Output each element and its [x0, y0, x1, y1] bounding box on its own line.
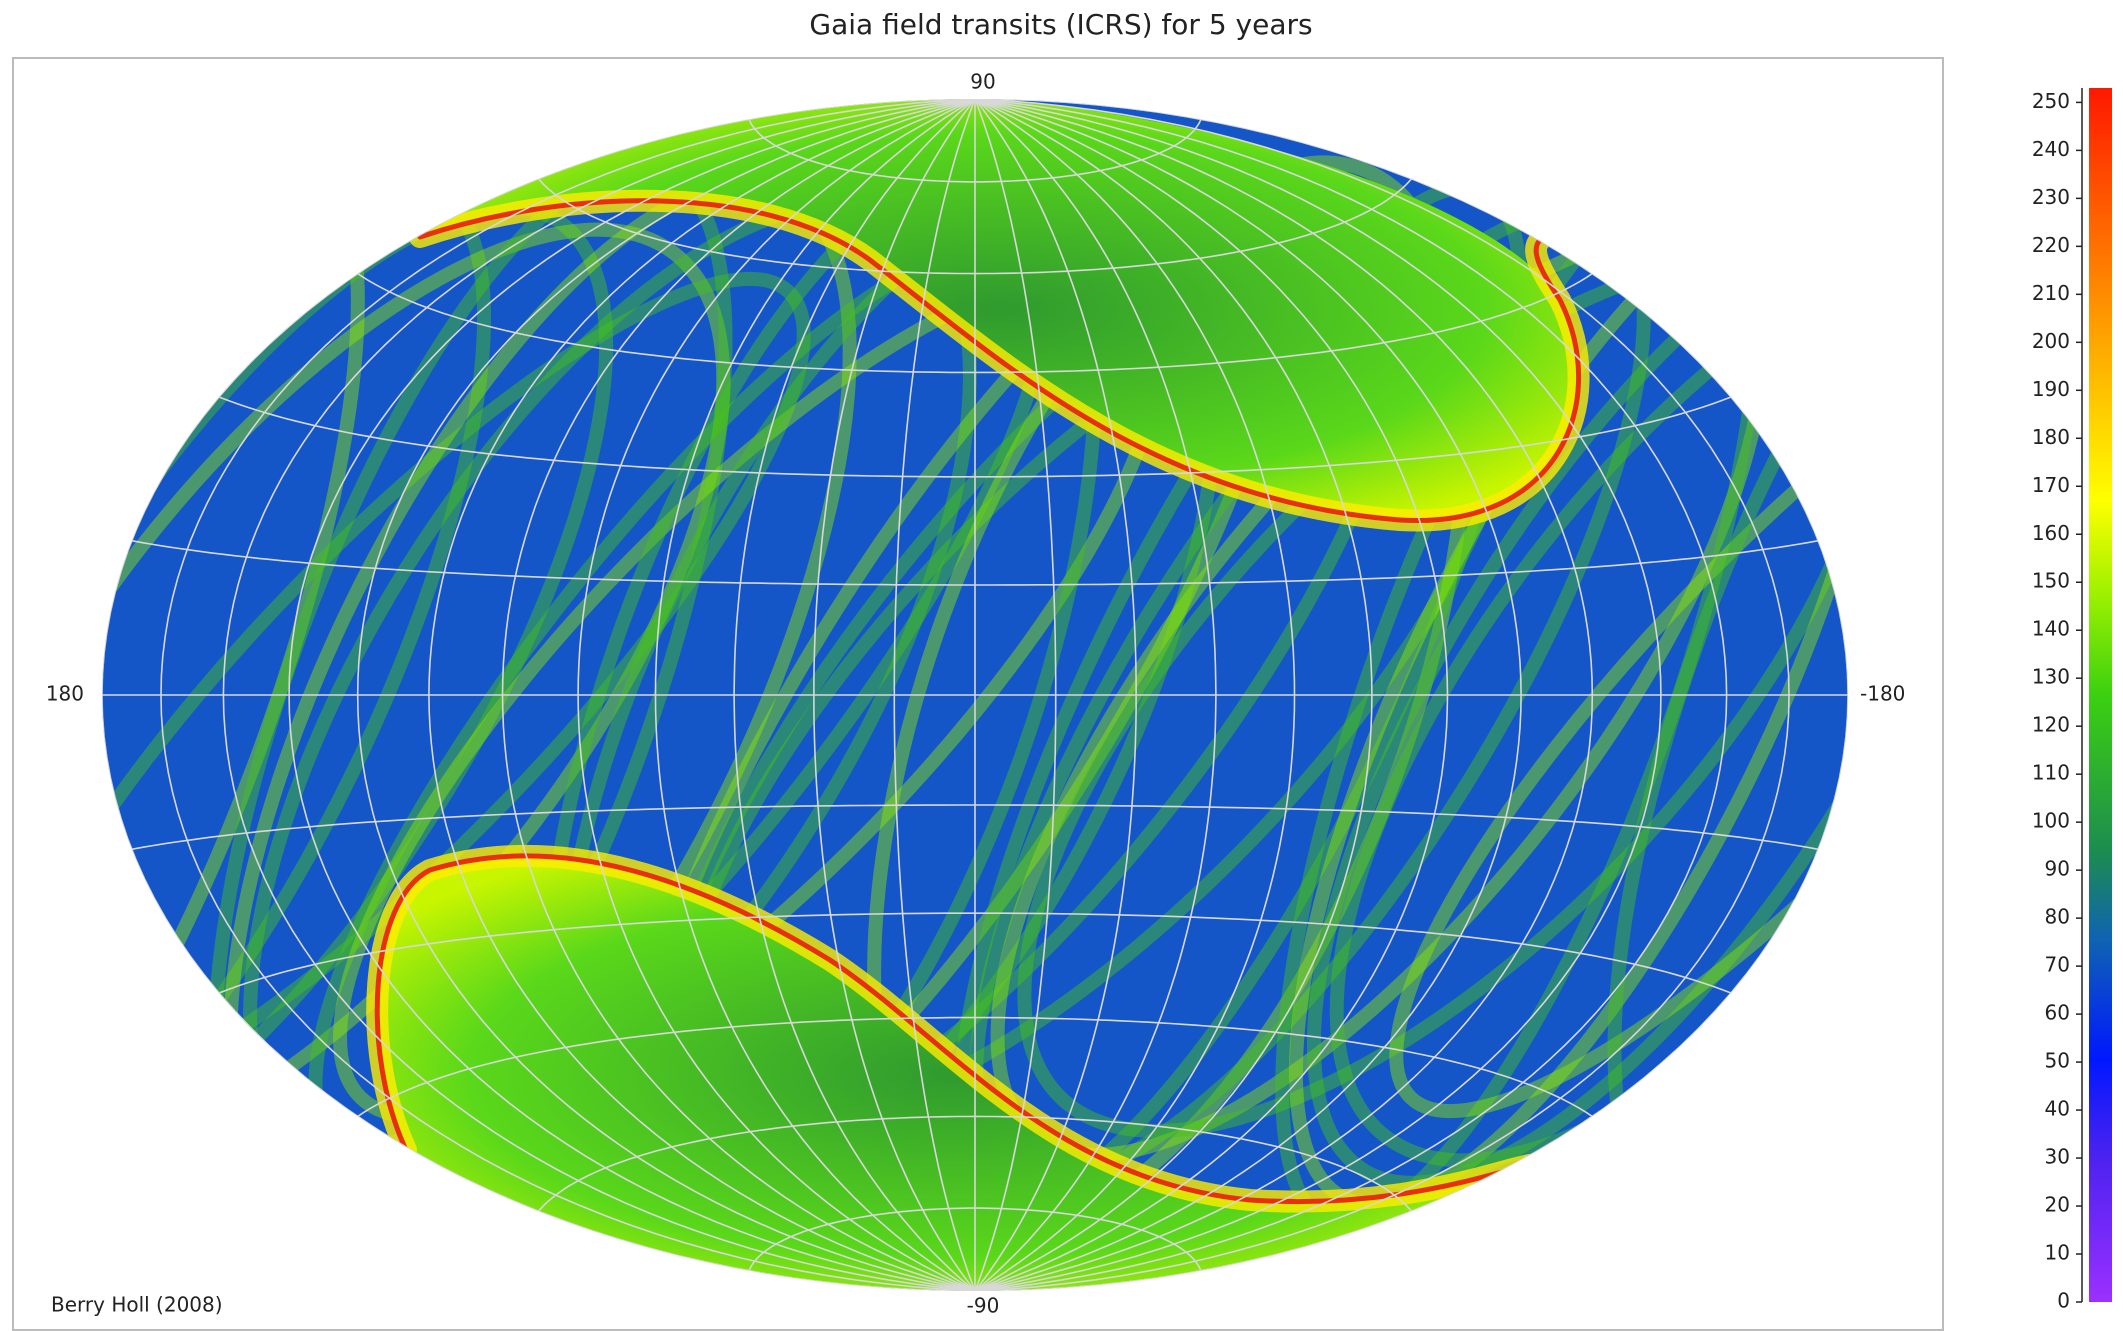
- colorbar-tick-label: 120: [2032, 713, 2070, 737]
- colorbar-tick-label: 0: [2057, 1289, 2070, 1313]
- colorbar-tick-label: 90: [2045, 857, 2070, 881]
- graticule: [102, 99, 1848, 1291]
- chart-title: Gaia field transits (ICRS) for 5 years: [809, 8, 1312, 41]
- colorbar-tick-label: 160: [2032, 521, 2070, 545]
- colorbar-tick-label: 100: [2032, 809, 2070, 833]
- colorbar-tick-label: 10: [2045, 1241, 2070, 1265]
- colorbar-tick-label: 190: [2032, 377, 2070, 401]
- colorbar: [2089, 88, 2112, 1302]
- colorbar-tick-label: 230: [2032, 185, 2070, 209]
- colorbar-tick-label: 30: [2045, 1145, 2070, 1169]
- colorbar-tick-label: 250: [2032, 89, 2070, 113]
- colorbar-tick-label: 150: [2032, 569, 2070, 593]
- colorbar-tick-label: 20: [2045, 1193, 2070, 1217]
- x-tick-label: 180: [46, 682, 84, 706]
- colorbar-tick-label: 70: [2045, 953, 2070, 977]
- colorbar-tick-label: 80: [2045, 905, 2070, 929]
- y-tick-label: -90: [967, 1294, 1000, 1318]
- colorbar-tick-label: 40: [2045, 1097, 2070, 1121]
- colorbar-tick-label: 200: [2032, 329, 2070, 353]
- colorbar-tick-label: 220: [2032, 233, 2070, 257]
- credit: Berry Holl (2008): [51, 1293, 223, 1317]
- chart: Gaia field transits (ICRS) for 5 years B…: [0, 0, 2123, 1331]
- colorbar-tick-label: 180: [2032, 425, 2070, 449]
- colorbar-tick-label: 130: [2032, 665, 2070, 689]
- colorbar-tick-label: 110: [2032, 761, 2070, 785]
- colorbar-tick-label: 140: [2032, 617, 2070, 641]
- y-tick-label: 90: [970, 70, 995, 94]
- x-tick-label: -180: [1860, 682, 1905, 706]
- colorbar-tick-label: 240: [2032, 137, 2070, 161]
- page: Gaia field transits (ICRS) for 5 years B…: [0, 0, 2123, 1331]
- colorbar-tick-label: 210: [2032, 281, 2070, 305]
- colorbar-tick-label: 60: [2045, 1001, 2070, 1025]
- colorbar-tick-label: 170: [2032, 473, 2070, 497]
- colorbar-tick-label: 50: [2045, 1049, 2070, 1073]
